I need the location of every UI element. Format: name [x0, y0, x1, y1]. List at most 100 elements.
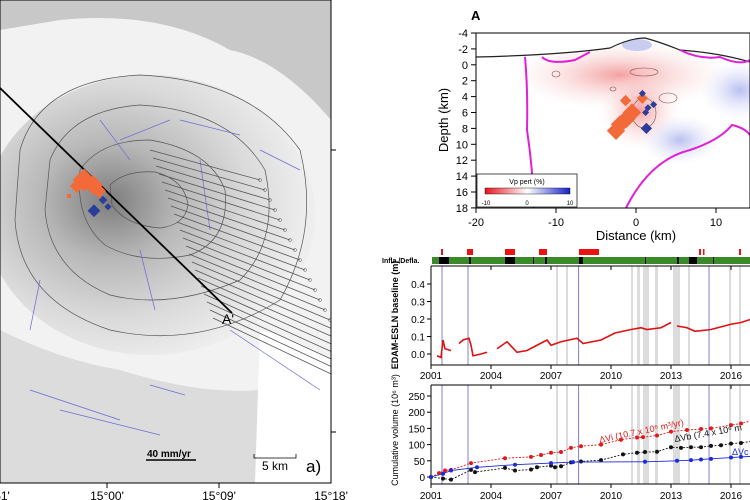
gps-vector-error-ellipse [339, 339, 342, 342]
volume-data-point [441, 471, 445, 476]
y-tick-label: 10 [456, 139, 468, 151]
gps-vector [155, 165, 271, 201]
activity-band [631, 385, 633, 484]
section-panel-label: A [471, 8, 481, 23]
gps-vector [209, 309, 331, 367]
gps-vector-error-ellipse [323, 308, 327, 312]
gps-vector [203, 293, 331, 352]
fault-line [229, 329, 321, 391]
colorbar-legend: Vp pert (%) -10 0 10 [476, 173, 578, 208]
fault-lines [29, 119, 321, 436]
activity-band [673, 266, 680, 365]
y-tick-label: 200 [408, 408, 425, 419]
y-tick-label: 4 [462, 92, 468, 104]
fault-line [259, 149, 301, 171]
gps-vector [194, 269, 331, 329]
colorbar-tick: -10 [482, 201, 491, 207]
volume-data-point [635, 450, 639, 455]
x-tick-label: -20 [468, 217, 484, 229]
infla-defla-label: Infla./Defla. [382, 258, 419, 265]
resolution-contour [679, 49, 750, 64]
activity-band [688, 266, 690, 365]
activity-band [739, 385, 741, 484]
gps-vector [158, 173, 276, 211]
eruption-period [505, 249, 515, 255]
lon-tick-label: 15°09' [202, 489, 236, 500]
deflation-source-marker [642, 108, 650, 117]
section-end-label: A' [222, 311, 234, 327]
vp-high-anomaly [700, 60, 750, 120]
activity-band [637, 266, 640, 365]
volume-data-point [449, 468, 453, 473]
volume-data-point [669, 445, 673, 450]
y-axis-label: Depth (km) [436, 88, 451, 152]
volume-data-point [699, 427, 703, 432]
y-tick-label: 12 [456, 155, 468, 167]
x-tick-label: 2007 [540, 491, 563, 500]
gps-vector-error-ellipse [263, 188, 267, 192]
volume-data-point [635, 435, 639, 440]
gps-vector [197, 277, 331, 337]
gps-vector-error-ellipse [293, 248, 297, 252]
volume-data-point [571, 460, 575, 465]
volume-data-point [579, 444, 583, 449]
volume-data-point [549, 461, 553, 466]
volume-data-point [549, 450, 553, 455]
y-tick-label: 0 [462, 60, 468, 72]
activity-band [729, 385, 731, 484]
volume-data-point [699, 457, 703, 462]
gps-vector-error-ellipse [298, 258, 302, 262]
baseline-series-line [458, 337, 488, 357]
y-tick-label: 18 [456, 203, 468, 215]
inflation-source-marker [622, 103, 642, 122]
gps-vector-error-ellipse [349, 359, 352, 362]
gps-vector [185, 245, 321, 301]
eruption-period [467, 249, 473, 255]
lon-tick-label: 51' [0, 489, 10, 500]
gps-vector-error-ellipse [344, 349, 347, 352]
gps-vector-error-ellipse [278, 218, 282, 222]
gps-vector [149, 149, 261, 181]
volume-data-point [641, 435, 645, 440]
fault-line [29, 279, 41, 331]
gps-vector-error-ellipse [258, 178, 262, 182]
gps-vector-error-ellipse [288, 238, 292, 242]
volume-data-point [619, 437, 623, 442]
volume-data-point [675, 458, 679, 463]
volume-data-point [599, 458, 603, 463]
series-label-vc: ΔVc [732, 447, 749, 457]
activity-band [739, 266, 741, 365]
x-tick-label: 2004 [480, 371, 503, 382]
gps-vector-error-ellipse [334, 329, 337, 332]
x-tick-label: 10 [710, 217, 722, 229]
activity-band [643, 266, 649, 365]
volume-data-point [449, 477, 453, 482]
fault-line [149, 384, 186, 396]
y-tick-label: 2 [462, 76, 468, 88]
volume-data-point [513, 462, 517, 467]
baseline-series-line [436, 339, 452, 359]
fault-line [179, 119, 241, 136]
colorbar-tick: 0 [525, 201, 529, 207]
gps-vector-error-ellipse [313, 288, 317, 292]
volume-data-point [441, 476, 445, 481]
volcano-relief [0, 75, 315, 355]
volume-data-point [709, 443, 713, 448]
volume-data-point [559, 464, 563, 469]
x-tick-label: 2016 [720, 371, 743, 382]
fault-line [119, 119, 171, 141]
panel-label-a: a) [306, 457, 321, 476]
y-tick-label: 0.3 [411, 298, 425, 309]
volume-data-point [643, 459, 647, 464]
inflation-deflation-bar [432, 249, 750, 264]
volume-y-label: Cumulative volume (10⁶ m³) [390, 374, 400, 486]
deflation-period [545, 257, 547, 264]
volume-data-point [599, 442, 603, 447]
volume-data-point [655, 433, 659, 438]
volume-series-line [430, 441, 750, 481]
x-tick-label: 2001 [420, 371, 443, 382]
x-tick-label: 2010 [600, 491, 623, 500]
y-tick-label: 250 [408, 392, 425, 403]
southern-hills [0, 330, 270, 483]
